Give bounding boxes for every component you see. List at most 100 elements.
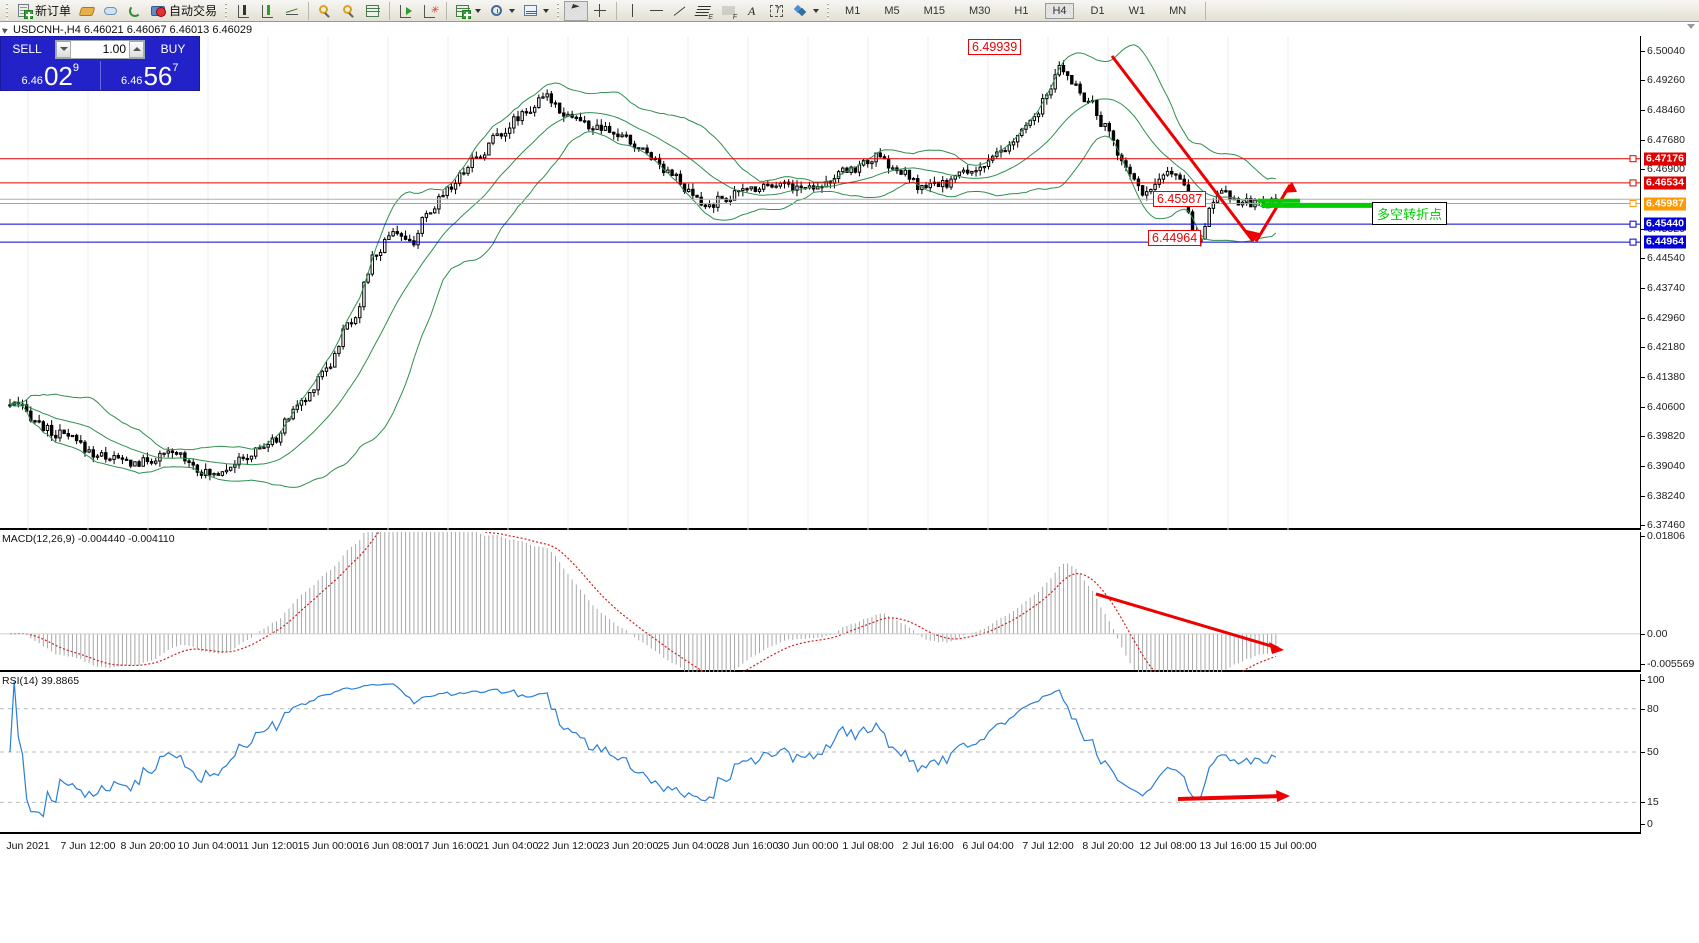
sell-price[interactable]: 6.46 02 9	[21, 61, 79, 91]
price-tick	[1641, 465, 1645, 467]
time-tick-label: 15 Jul 00:00	[1259, 840, 1317, 852]
price-tick-label: 6.49260	[1647, 74, 1685, 87]
shapes-button[interactable]	[789, 1, 823, 21]
annotation-high[interactable]: 6.49939	[968, 39, 1022, 55]
vertical-line-button[interactable]	[621, 1, 645, 21]
macd-tick	[1641, 536, 1645, 537]
time-axis[interactable]: Jun 2021 7 Jun 12:00 8 Jun 20:00 10 Jun 04:…	[0, 834, 1699, 864]
cloud-button[interactable]	[99, 1, 123, 21]
symbol-info-bar: USDCNH-,H4 6.46021 6.46067 6.46013 6.460…	[0, 23, 252, 36]
chart-shift-button[interactable]: ✳	[418, 1, 442, 21]
trade-panel[interactable]: SELL 1.00 BUY 6.46 02 9 6.46 56 7	[0, 36, 200, 91]
indicators-button[interactable]	[451, 1, 485, 21]
price-level-tag-resistance[interactable]: 6.47176	[1644, 152, 1686, 166]
toolbar-grip[interactable]	[5, 1, 10, 20]
timeframe-m30[interactable]: M30	[969, 4, 991, 17]
timeframe-h4[interactable]: H4	[1045, 2, 1074, 19]
timeframe-m5[interactable]: M5	[884, 4, 900, 17]
toolbar-divider-5	[1205, 1, 1207, 20]
gold-button[interactable]	[75, 1, 99, 21]
data-window-button[interactable]	[361, 1, 385, 21]
auto-trading-button[interactable]: 自动交易	[147, 1, 221, 21]
macd-tick	[1641, 633, 1645, 635]
auto-scroll-button[interactable]	[394, 1, 418, 21]
signal-button[interactable]	[123, 1, 147, 21]
candlestick-button[interactable]	[256, 1, 280, 21]
chevron-down-icon[interactable]	[475, 8, 482, 13]
price-tick-label: 6.47680	[1647, 133, 1685, 146]
volume-decrement[interactable]	[56, 40, 71, 58]
time-tick-label: 28 Jun 16:00	[717, 840, 779, 852]
time-tick-label: 10 Jun 04:00	[177, 840, 239, 852]
trendline-icon	[673, 3, 689, 19]
price-axis[interactable]: 6.500406.492606.484606.476806.469006.453…	[1640, 36, 1699, 531]
new-order-button[interactable]: 新订单	[13, 1, 75, 21]
toolbar-grip-3[interactable]	[556, 1, 562, 20]
line-chart-button[interactable]	[280, 1, 304, 21]
macd-tick-label: 0.00	[1647, 627, 1668, 640]
toolbar-grip-2[interactable]	[224, 1, 230, 20]
text-button[interactable]: A	[741, 1, 765, 21]
macd-axis[interactable]: 0.01806 0.00 -0.005569	[1640, 530, 1699, 672]
price-level-tag-support[interactable]: 6.44964	[1644, 235, 1686, 249]
timeframe-h1[interactable]: H1	[1014, 4, 1029, 17]
timeframe-w1[interactable]: W1	[1128, 4, 1146, 17]
zoom-in-button[interactable]	[313, 1, 337, 21]
timeframe-m1[interactable]: M1	[845, 4, 861, 17]
scroll-up-button[interactable]	[1687, 24, 1697, 32]
templates-button[interactable]	[519, 1, 553, 21]
timeframe-m15[interactable]: M15	[923, 4, 945, 17]
price-tick	[1641, 406, 1645, 408]
clock-icon	[489, 3, 505, 19]
price-level-tag-support[interactable]: 6.45440	[1644, 217, 1686, 231]
horizontal-line-button[interactable]	[645, 1, 669, 21]
zoom-out-button[interactable]	[337, 1, 361, 21]
gold-icon	[78, 3, 96, 19]
turning-point-annotation[interactable]: 多空转折点	[1372, 202, 1448, 225]
price-pane[interactable]: 6.49939 6.45987 6.44964 多空转折点	[0, 36, 1640, 530]
new-order-icon	[17, 3, 33, 19]
shapes-icon	[793, 3, 809, 19]
chart-area[interactable]: 6.49939 6.45987 6.44964 多空转折点 MACD(12,26,9)…	[0, 36, 1699, 943]
time-tick-label: 21 Jun 04:00	[477, 840, 539, 852]
macd-tick-label: 0.01806	[1647, 530, 1685, 542]
rsi-pane[interactable]: RSI(14) 39.8865	[0, 674, 1640, 834]
data-window-icon	[365, 3, 381, 19]
price-tick-label: 6.39820	[1647, 430, 1685, 443]
annotation-low[interactable]: 6.44964	[1148, 230, 1202, 246]
timeframe-d1[interactable]: D1	[1090, 4, 1105, 17]
volume-value[interactable]: 1.00	[102, 41, 126, 56]
rsi-axis[interactable]: 100 80 50 15 0	[1640, 674, 1699, 834]
auto-trading-icon	[151, 3, 167, 19]
chevron-down-icon-3[interactable]	[543, 8, 550, 13]
time-tick-label: 12 Jul 08:00	[1139, 840, 1197, 852]
toolbar-grip-4[interactable]	[826, 1, 832, 20]
text-label-button[interactable]	[765, 1, 789, 21]
chevron-down-icon-4[interactable]	[813, 8, 820, 13]
vertical-line-icon	[625, 3, 641, 19]
price-tick-label: 6.42180	[1647, 341, 1685, 354]
period-button[interactable]	[485, 1, 519, 21]
time-tick-label: 8 Jun 20:00	[120, 840, 176, 852]
price-tick-label: 6.42960	[1647, 311, 1685, 324]
annotation-mid[interactable]: 6.45987	[1153, 191, 1207, 207]
volume-stepper[interactable]: 1.00	[55, 39, 145, 59]
rsi-tick-label: 80	[1647, 702, 1659, 715]
buy-price[interactable]: 6.46 56 7	[121, 61, 179, 91]
trendline-button[interactable]	[669, 1, 693, 21]
crosshair-tool-button[interactable]	[588, 1, 612, 21]
sell-button[interactable]: SELL	[12, 42, 42, 56]
fibo-f-button[interactable]: F	[717, 1, 741, 21]
price-level-tag-resistance[interactable]: 6.46534	[1644, 176, 1686, 190]
timeframe-mn[interactable]: MN	[1169, 4, 1187, 17]
fibo-button[interactable]: E	[693, 1, 717, 21]
rsi-tick-label: 15	[1647, 796, 1659, 809]
price-tick	[1641, 288, 1645, 290]
price-level-tag-current[interactable]: 6.45987	[1644, 197, 1686, 211]
chevron-down-icon-2[interactable]	[509, 8, 516, 13]
volume-increment[interactable]	[129, 40, 144, 58]
cursor-tool-button[interactable]	[564, 0, 589, 21]
buy-button[interactable]: BUY	[160, 42, 186, 56]
bar-chart-button[interactable]	[232, 1, 256, 21]
macd-pane[interactable]: MACD(12,26,9) -0.004440 -0.004110	[0, 501, 1640, 701]
